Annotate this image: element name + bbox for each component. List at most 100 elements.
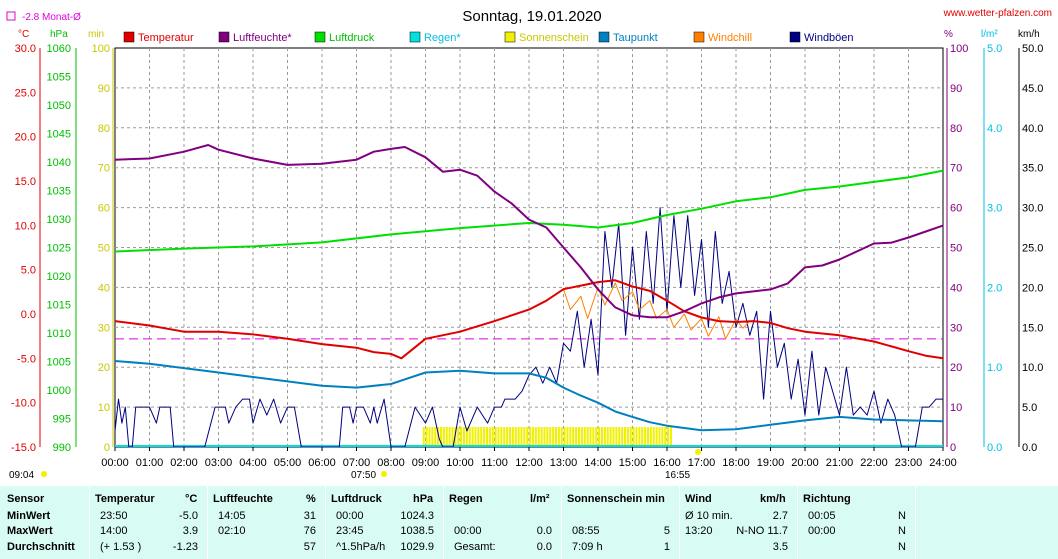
header-direction: Richtung	[803, 493, 851, 505]
pressure-tick: 1040	[47, 157, 71, 169]
sunshine-bar	[514, 427, 517, 447]
x-tick-label: 13:00	[550, 457, 578, 469]
wind-tick: 50.0	[1022, 43, 1043, 55]
sunshine-bar	[497, 427, 500, 447]
sunshine-bar	[480, 427, 483, 447]
wind-tick: 25.0	[1022, 243, 1043, 255]
sunshine-bar	[667, 427, 670, 447]
sunset-sun-icon	[695, 449, 701, 455]
sunrise-label: 07:50	[351, 470, 376, 481]
header-wind: Wind	[685, 493, 712, 505]
sunshine-bar	[598, 427, 601, 447]
sunshine-bar	[566, 427, 569, 447]
rain-tick: 0.0	[987, 442, 1002, 454]
summary-sun-time: 7:09 h	[572, 541, 603, 553]
start-sun-icon	[41, 471, 47, 477]
x-tick-label: 06:00	[308, 457, 336, 469]
sunshine-bar	[609, 427, 612, 447]
x-tick-label: 20:00	[791, 457, 819, 469]
legend-swatch	[314, 31, 326, 43]
summary-dir-val: N	[898, 510, 906, 522]
summary-hum-val: 76	[303, 525, 316, 537]
sunshine-bar	[641, 427, 644, 447]
sunshine-bar	[434, 427, 437, 447]
sunrise-sun-icon	[381, 471, 387, 477]
x-tick-label: 08:00	[377, 457, 405, 469]
sunshine-bar	[543, 427, 546, 447]
x-tick-label: 11:00	[481, 457, 508, 469]
sunshine-bar	[511, 427, 514, 447]
rain-tick: 3.0	[987, 203, 1002, 215]
sunshine-bar	[572, 427, 575, 447]
sunshine-bar	[494, 427, 497, 447]
temperature-tick: 30.0	[15, 43, 36, 55]
summary-press-time: 23:45	[336, 525, 364, 537]
x-tick-label: 05:00	[274, 457, 302, 469]
legend-swatch	[218, 31, 230, 43]
unit-sunshine: min	[88, 29, 104, 40]
unit-temperature: °C	[18, 29, 29, 40]
sunshine-tick: 50	[98, 243, 110, 255]
header-rain-unit: l/m²	[530, 493, 550, 505]
x-tick-label: 09:00	[412, 457, 440, 469]
start-time-label: 09:04	[9, 470, 34, 481]
summary-press-time: ^1.5hPa/h	[336, 541, 386, 553]
wind-tick: 30.0	[1022, 203, 1043, 215]
legend-swatch	[598, 31, 610, 43]
summary-hum-val: 57	[303, 541, 316, 553]
temperature-tick: -15.0	[11, 442, 36, 454]
sunshine-bar	[623, 427, 626, 447]
sunshine-bar	[563, 427, 566, 447]
summary-wind-val: 2.7	[772, 510, 788, 522]
x-tick-label: 16:00	[653, 457, 681, 469]
summary-sun-val: 1	[663, 541, 670, 553]
sunshine-tick: 100	[92, 43, 110, 55]
sunshine-bar	[661, 427, 664, 447]
x-tick-label: 01:00	[136, 457, 164, 469]
chart-title: Sonntag, 19.01.2020	[462, 8, 601, 25]
sunshine-bar	[500, 427, 503, 447]
sunshine-bar	[549, 427, 552, 447]
temperature-tick: -10.0	[11, 398, 36, 410]
header-sensor: Sensor	[7, 493, 45, 505]
summary-label: Durchschnitt	[7, 541, 75, 553]
x-tick-label: 12:00	[515, 457, 543, 469]
x-tick-label: 21:00	[826, 457, 854, 469]
header-pressure: Luftdruck	[331, 493, 382, 505]
summary-hum-val: 31	[303, 510, 316, 522]
summary-temp-time: 14:00	[100, 525, 128, 537]
sunshine-bar	[448, 427, 451, 447]
sunshine-bar	[428, 427, 431, 447]
sunshine-tick: 60	[98, 203, 110, 215]
summary-table: Sensor Temperatur °C Luftfeuchte % Luftd…	[0, 486, 1058, 559]
summary-rain-val: 0.0	[536, 525, 552, 537]
sunshine-bar	[554, 427, 557, 447]
sunshine-bar	[652, 427, 655, 447]
sunshine-bar	[540, 427, 543, 447]
summary-press-val: 1029.9	[400, 541, 434, 553]
summary-temp-val: -5.0	[179, 510, 198, 522]
sunshine-bar	[437, 427, 440, 447]
summary-label: MinWert	[7, 510, 51, 522]
wind-tick: 10.0	[1022, 362, 1043, 374]
sunshine-bar	[552, 427, 555, 447]
sunshine-tick: 20	[98, 362, 110, 374]
summary-hum-time: 14:05	[218, 510, 246, 522]
sunset-label: 16:55	[665, 470, 690, 481]
legend-entry: Luftfeuchte*	[233, 32, 292, 44]
header-humidity: Luftfeuchte	[213, 493, 273, 505]
pressure-tick: 1015	[47, 300, 71, 312]
sunshine-bar	[646, 427, 649, 447]
rain-tick: 1.0	[987, 362, 1002, 374]
summary-dir-val: N	[898, 541, 906, 553]
x-tick-label: 23:00	[895, 457, 923, 469]
x-tick-label: 00:00	[101, 457, 129, 469]
header-temperature-unit: °C	[185, 493, 198, 505]
sunshine-bar	[583, 427, 586, 447]
humidity-tick: 100	[950, 43, 968, 55]
sunshine-bar	[537, 427, 540, 447]
pressure-tick: 1045	[47, 129, 71, 141]
pressure-tick: 1005	[47, 357, 71, 369]
humidity-tick: 70	[950, 163, 962, 175]
temperature-tick: -5.0	[17, 353, 36, 365]
